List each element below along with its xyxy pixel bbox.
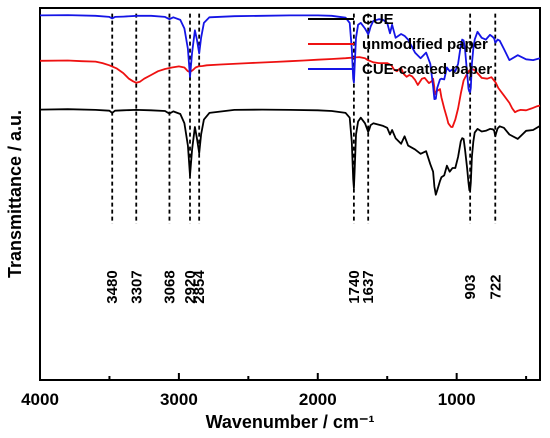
annotation-label: 3307 — [128, 270, 145, 303]
x-tick-label: 2000 — [299, 390, 337, 409]
annotation-label: 2920 — [182, 270, 199, 303]
annotation-label: 1740 — [346, 270, 363, 303]
legend-label: unmodified paper — [362, 36, 488, 53]
annotation-label: 3480 — [104, 270, 121, 303]
legend-label: CUE — [362, 11, 394, 28]
annotation-label: 3068 — [161, 270, 178, 303]
x-axis-title: Wavenumber / cm⁻¹ — [206, 412, 375, 432]
x-tick-label: 4000 — [21, 390, 59, 409]
annotation-label: 722 — [487, 274, 504, 299]
annotation-label: 903 — [462, 274, 479, 299]
plot-frame — [39, 7, 541, 381]
y-axis-title: Transmittance / a.u. — [5, 110, 25, 278]
series-line-2 — [39, 56, 541, 128]
legend-label: CUE-coated paper — [362, 61, 492, 78]
x-tick-label: 3000 — [160, 390, 198, 409]
annotation-label: 2854 — [191, 270, 208, 304]
series-line-1 — [39, 108, 541, 196]
x-tick-label: 1000 — [438, 390, 476, 409]
annotation-label: 1637 — [360, 270, 377, 303]
series-line-3 — [39, 14, 541, 100]
